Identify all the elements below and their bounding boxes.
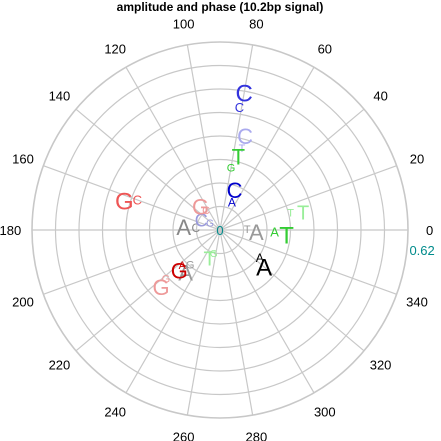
angle-tick-label: 100	[173, 17, 195, 32]
nucleotide-mark-a: A	[178, 260, 193, 285]
grid-spoke	[186, 44, 221, 231]
grid-spoke	[219, 229, 315, 394]
nucleotide-mark-a: A	[249, 220, 264, 245]
nucleotide-mark-t: T	[239, 143, 246, 155]
nucleotide-mark-g: G	[210, 249, 218, 260]
nucleotide-mark-a: A	[179, 260, 187, 272]
angle-tick-label: 120	[104, 41, 126, 56]
nucleotide-mark-c: C	[227, 178, 243, 203]
angle-tick-label: 20	[410, 151, 424, 166]
nucleotide-mark-c: C	[133, 193, 142, 208]
angle-tick-label: 80	[249, 17, 263, 32]
angle-tick-label: 180	[0, 223, 21, 238]
chart-title: amplitude and phase (10.2bp signal)	[117, 0, 324, 14]
nucleotide-mark-t: T	[297, 203, 309, 225]
angle-tick-label: 240	[104, 405, 126, 420]
nucleotide-mark-t: T	[279, 222, 294, 249]
nucleotide-mark-t: T	[232, 144, 245, 169]
grid-spoke	[219, 229, 254, 416]
angle-tick-label: 220	[49, 358, 71, 373]
nucleotide-mark-c: C	[202, 205, 210, 217]
angle-tick-label: 280	[246, 429, 268, 441]
grid-spoke	[219, 229, 397, 295]
grid-spoke	[219, 66, 315, 231]
nucleotide-mark-c: C	[235, 100, 244, 115]
angle-tick-label: 0	[426, 223, 433, 238]
grid-spoke	[75, 229, 221, 352]
radius-tick-max: 0.62	[409, 243, 434, 258]
angle-tick-label: 140	[49, 88, 71, 103]
nucleotide-mark-a: A	[270, 225, 279, 240]
grid-spoke	[125, 66, 221, 231]
nucleotide-mark-t: T	[287, 207, 294, 219]
nucleotide-mark-a: A	[256, 251, 264, 265]
nucleotide-mark-t: T	[204, 249, 216, 271]
nucleotide-mark-c: C	[237, 124, 253, 149]
angle-tick-label: 260	[173, 429, 195, 441]
nucleotide-mark-c: C	[195, 211, 208, 231]
nucleotide-mark-g: G	[206, 219, 214, 230]
angle-tick-label: 320	[370, 358, 392, 373]
nucleotide-mark-a: A	[228, 195, 236, 209]
angle-tick-label: 340	[406, 295, 428, 310]
grid-spoke	[43, 229, 221, 295]
nucleotide-mark-g: G	[153, 275, 170, 300]
nucleotide-mark-g: G	[227, 162, 236, 174]
nucleotide-mark-a: A	[256, 255, 272, 282]
angle-tick-label: 160	[12, 151, 34, 166]
nucleotide-mark-a: A	[176, 215, 191, 240]
angle-ticks: 0 20 40 60 80 100 120 140 160 180 200 220 240 260 280 3…	[0, 17, 433, 441]
nucleotide-mark-c: C	[236, 80, 253, 107]
nucleotide-mark-t: T	[244, 224, 251, 236]
nucleotide-mark-g: G	[186, 259, 195, 271]
grid-spoke	[219, 165, 397, 231]
angle-tick-label: 40	[373, 88, 387, 103]
nucleotide-mark-g: G	[192, 195, 209, 220]
nucleotide-mark-g: G	[162, 274, 171, 286]
nucleotide-mark-g: G	[115, 188, 134, 215]
grid-spoke	[219, 44, 254, 231]
polar-grid	[31, 41, 409, 419]
angle-tick-label: 200	[12, 295, 34, 310]
nucleotide-mark-g: G	[171, 259, 188, 284]
angle-tick-label: 300	[314, 405, 336, 420]
grid-spoke	[75, 108, 221, 231]
nucleotide-mark-c: C	[192, 221, 201, 235]
angle-tick-label: 60	[318, 41, 332, 56]
grid-spoke	[219, 108, 365, 231]
grid-spoke	[43, 165, 221, 231]
grid-spoke	[125, 229, 221, 394]
grid-spoke	[219, 229, 365, 352]
grid-spoke	[186, 229, 221, 416]
radius-tick-0: 0	[216, 223, 223, 238]
